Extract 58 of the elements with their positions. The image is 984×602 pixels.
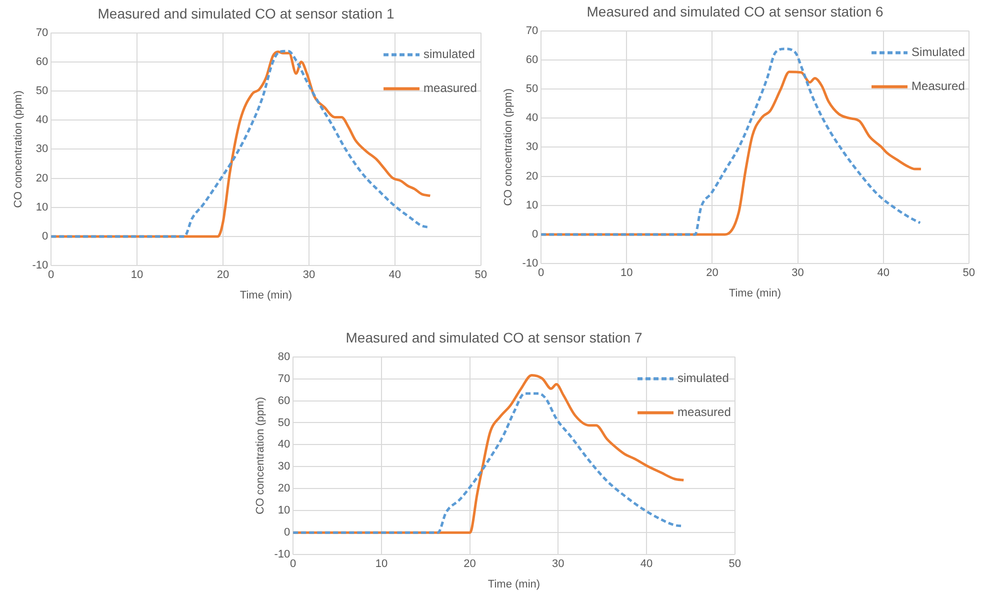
x-tick-label: 40 (388, 269, 402, 282)
y-tick-label: 30 (278, 460, 290, 473)
y-tick-label: 60 (278, 394, 290, 407)
y-tick-label: 20 (526, 170, 538, 182)
y-tick-label: 60 (36, 56, 48, 68)
y-tick-label: -10 (522, 258, 538, 270)
legend-label: Simulated (912, 45, 965, 60)
y-tick-label: 30 (526, 141, 538, 154)
x-tick-label: 50 (728, 558, 742, 570)
y-tick-label: 50 (526, 83, 538, 96)
x-axis-title: Time (min) (488, 578, 540, 590)
y-tick-label: 10 (36, 201, 48, 214)
y-tick-label: 10 (278, 504, 290, 517)
y-tick-label: 70 (36, 26, 48, 39)
x-tick-label: 50 (962, 267, 976, 280)
chart-title: Measured and simulated CO at sensor station 6 (586, 3, 884, 20)
y-tick-label: 50 (278, 416, 290, 429)
y-tick-label: 60 (526, 54, 538, 66)
x-tick-label: 20 (216, 269, 230, 282)
y-tick-label: 80 (278, 350, 290, 363)
x-axis-title: Time (min) (728, 287, 782, 300)
y-axis-title: CO concentration (ppm) (254, 397, 267, 514)
y-tick-label: -10 (32, 260, 48, 272)
y-tick-label: 20 (36, 172, 48, 184)
y-tick-label: 40 (36, 114, 48, 126)
y-axis-title: CO concentration (ppm) (12, 90, 25, 208)
x-tick-label: 40 (640, 558, 653, 570)
y-tick-label: 50 (36, 85, 48, 98)
y-tick-label: 70 (526, 24, 538, 37)
y-tick-label: -10 (274, 548, 290, 561)
y-tick-label: 40 (278, 438, 290, 451)
x-tick-label: 30 (792, 267, 804, 280)
y-tick-label: 30 (36, 143, 48, 156)
y-tick-label: 10 (526, 199, 538, 212)
y-tick-label: 40 (526, 112, 538, 124)
legend-label: simulated (424, 47, 475, 62)
legend-label: measured (424, 81, 477, 96)
y-tick-label: 0 (42, 230, 48, 243)
chart-title: Measured and simulated CO at sensor station 7 (346, 329, 642, 346)
y-tick-label: 20 (278, 482, 290, 495)
legend-label: simulated (678, 371, 729, 386)
y-tick-label: 0 (284, 526, 290, 539)
x-tick-label: 20 (464, 558, 476, 570)
x-tick-label: 50 (474, 269, 488, 282)
x-tick-label: 10 (620, 267, 633, 280)
legend-label: Measured (912, 79, 965, 94)
legend-label: measured (678, 405, 731, 420)
x-tick-label: 10 (130, 269, 144, 282)
chart-title: Measured and simulated CO at sensor station 1 (98, 5, 394, 22)
x-tick-label: 40 (877, 267, 890, 280)
y-tick-label: 70 (278, 372, 290, 385)
x-tick-label: 10 (375, 558, 388, 570)
x-tick-label: 30 (552, 558, 564, 570)
x-tick-label: 20 (706, 267, 718, 280)
x-axis-title: Time (min) (240, 289, 292, 302)
y-axis-title: CO concentration (ppm) (502, 88, 515, 206)
x-tick-label: 30 (302, 269, 316, 282)
y-tick-label: 0 (532, 228, 538, 241)
